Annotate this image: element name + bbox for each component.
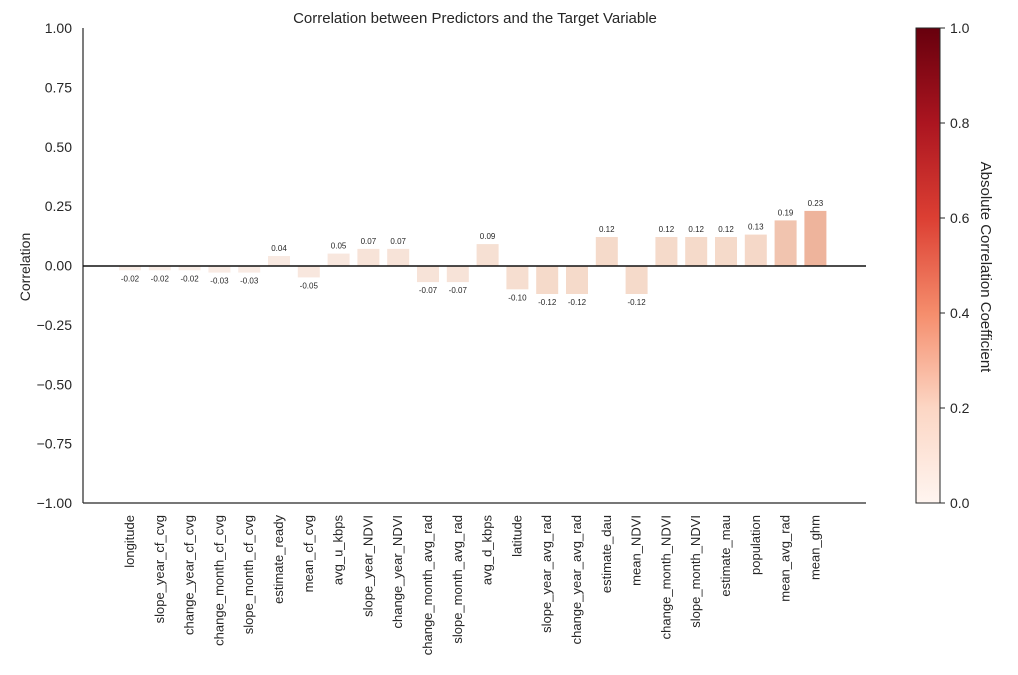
x-tick-label: mean_ghm (807, 515, 822, 580)
x-tick-label: change_year_cf_cvg (182, 515, 197, 635)
bar-value-label: 0.19 (778, 208, 794, 217)
x-tick-label: change_year_avg_rad (569, 515, 584, 644)
bar (327, 253, 350, 266)
bar (685, 237, 708, 266)
bar (208, 265, 231, 273)
bar-value-label: -0.12 (627, 298, 646, 307)
value-labels: -0.02 -0.02 -0.02 -0.03 -0.03 0.04 -0.05 0.05 0.… (121, 199, 824, 307)
y-tick-label: −0.50 (37, 376, 73, 392)
bar (297, 265, 320, 278)
bar (625, 265, 648, 294)
bar-value-label: -0.03 (210, 277, 229, 286)
y-tick-label: 0.50 (45, 139, 72, 155)
bar (387, 248, 410, 266)
x-tick-label: mean_NDVI (629, 515, 644, 586)
y-tick-label: 0.25 (45, 198, 72, 214)
bar-value-label: 0.23 (808, 199, 824, 208)
x-tick-label: population (748, 515, 763, 575)
bar (715, 237, 737, 266)
x-tick-label: slope_month_NDVI (688, 515, 703, 628)
bar-value-label: -0.05 (300, 281, 319, 290)
x-tick-label: longitude (122, 515, 137, 568)
bar (357, 248, 380, 266)
bar (655, 237, 678, 266)
bar-value-label: -0.12 (538, 298, 557, 307)
bar-value-label: 0.07 (361, 237, 377, 246)
colorbar (915, 27, 941, 504)
bar-value-label: -0.02 (180, 274, 199, 283)
bar (536, 265, 559, 294)
y-tick-label: 0.00 (45, 258, 72, 274)
bar-value-label: 0.09 (480, 232, 496, 241)
x-tick-label: change_month_cf_cvg (211, 515, 226, 646)
x-tick-label: slope_year_avg_rad (539, 515, 554, 633)
x-tick-label: avg_d_kbps (480, 515, 495, 586)
x-ticks: longitude slope_year_cf_cvg change_year_cf… (122, 515, 822, 656)
x-tick-label: latitude (509, 515, 524, 557)
bar (566, 265, 588, 294)
y-tick-label: −0.75 (37, 436, 73, 452)
bar-value-label: -0.07 (449, 286, 468, 295)
bars-group (119, 210, 827, 294)
y-tick-label: −0.25 (37, 317, 73, 333)
bar-value-label: -0.07 (419, 286, 438, 295)
bar-value-label: 0.13 (748, 223, 764, 232)
colorbar-tick-label: 1.0 (950, 20, 970, 36)
bar-value-label: 0.05 (331, 242, 347, 251)
colorbar-label: Absolute Correlation Coefficient (977, 162, 994, 374)
colorbar-tick-label: 0.4 (950, 305, 970, 321)
bar-value-label: 0.12 (599, 225, 615, 234)
x-tick-label: change_year_NDVI (390, 515, 405, 628)
x-tick-label: change_month_NDVI (658, 515, 673, 639)
y-ticks: 1.00 0.75 0.50 0.25 0.00 −0.25 −0.50 −0.75 −1.00 (37, 20, 73, 511)
colorbar-tick-label: 0.2 (950, 400, 970, 416)
x-tick-label: slope_year_NDVI (360, 515, 375, 617)
bar (804, 210, 827, 266)
bar (178, 265, 201, 271)
bar-value-label: 0.12 (718, 225, 734, 234)
bar-value-label: -0.12 (568, 298, 587, 307)
bar-value-label: 0.07 (390, 237, 406, 246)
bar (268, 256, 290, 266)
bar (774, 220, 797, 266)
colorbar-tick-label: 0.8 (950, 115, 970, 131)
bar (595, 237, 618, 266)
bar (744, 234, 767, 266)
x-tick-label: estimate_ready (271, 515, 286, 604)
bar (446, 265, 469, 283)
x-tick-label: mean_cf_cvg (301, 515, 316, 592)
bar-value-label: -0.02 (121, 274, 140, 283)
bar (417, 265, 439, 283)
x-tick-label: change_month_avg_rad (420, 515, 435, 655)
x-tick-label: mean_avg_rad (778, 515, 793, 602)
x-tick-label: slope_month_cf_cvg (241, 515, 256, 634)
y-tick-label: 1.00 (45, 20, 72, 36)
bar-value-label: -0.02 (151, 274, 170, 283)
bar-value-label: -0.03 (240, 277, 259, 286)
bar (506, 265, 529, 290)
x-tick-label: estimate_mau (718, 515, 733, 597)
bar-value-label: 0.12 (659, 225, 675, 234)
colorbar-tick-label: 0.0 (950, 495, 970, 511)
bar (238, 265, 261, 273)
bar (119, 265, 141, 271)
x-tick-label: slope_year_cf_cvg (152, 515, 167, 623)
bar (476, 244, 499, 266)
x-tick-label: slope_month_avg_rad (450, 515, 465, 644)
bar-value-label: 0.12 (688, 225, 704, 234)
y-tick-label: 0.75 (45, 79, 72, 95)
colorbar-tick-label: 0.6 (950, 210, 970, 226)
bar-value-label: 0.04 (271, 244, 287, 253)
y-axis-label: Correlation (17, 233, 33, 301)
y-tick-label: −1.00 (37, 495, 73, 511)
bar-value-label: -0.10 (508, 293, 527, 302)
x-tick-label: estimate_dau (599, 515, 614, 593)
colorbar-ticks: 0.0 0.2 0.4 0.6 0.8 1.0 (940, 20, 970, 511)
chart-title: Correlation between Predictors and the T… (293, 10, 657, 27)
x-tick-label: avg_u_kbps (331, 515, 346, 586)
bar (148, 265, 171, 271)
